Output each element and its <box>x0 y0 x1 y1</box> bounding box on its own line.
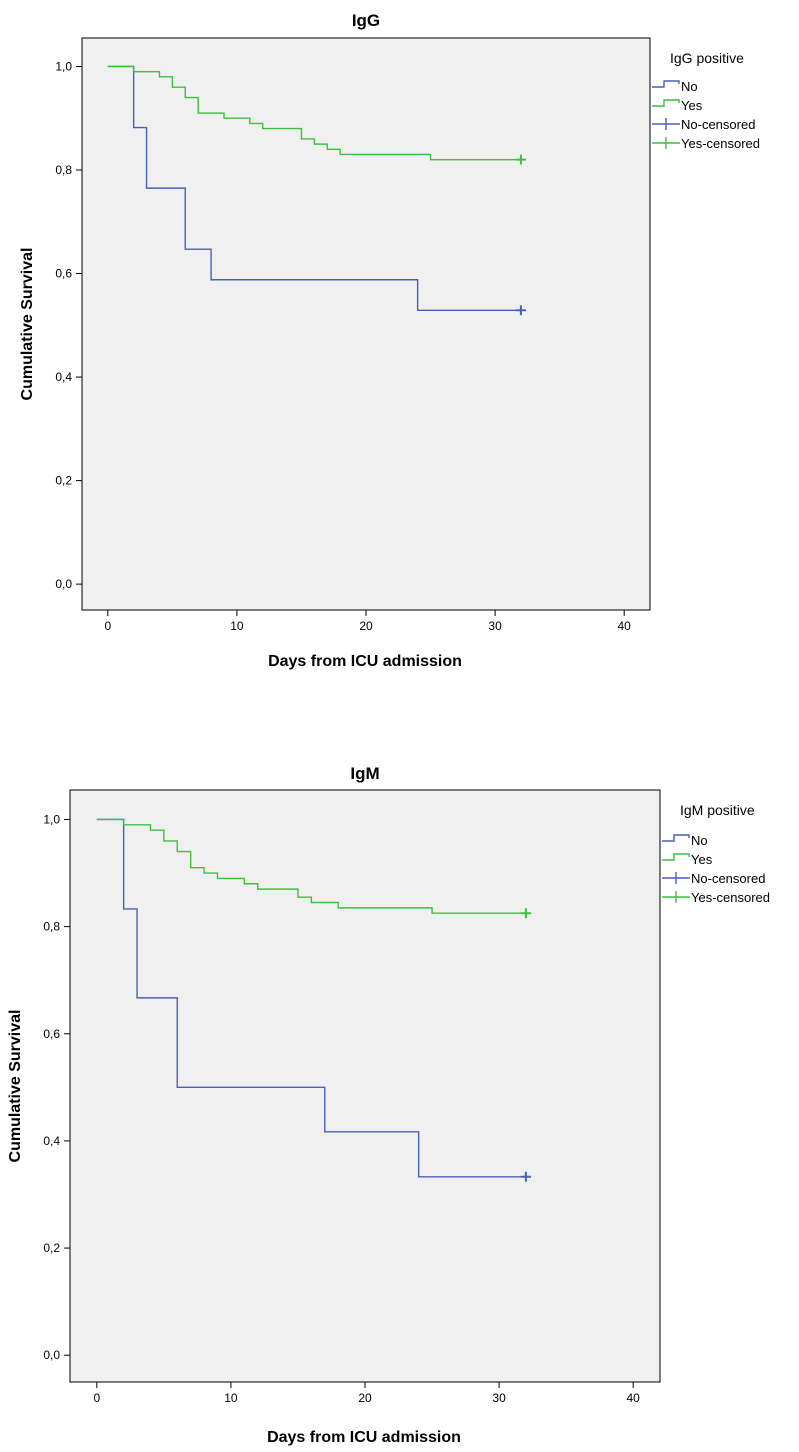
y-tick-label: 0,4 <box>55 370 72 384</box>
plot-area <box>69 789 661 1383</box>
censor-mark-no <box>515 305 526 316</box>
y-axis-title: Cumulative Survival <box>7 1010 24 1163</box>
legend-swatch-step <box>652 80 680 88</box>
legend-label: No <box>691 833 708 848</box>
series-line-yes <box>107 65 521 161</box>
legend-swatch-step <box>662 834 690 842</box>
legend-swatch-step <box>652 99 680 107</box>
x-tick-label: 20 <box>359 619 373 633</box>
x-tick-label: 10 <box>224 1391 238 1405</box>
legend-swatch-censored <box>652 118 680 130</box>
legend-swatch-censored <box>662 891 690 903</box>
legend-label: No-censored <box>691 871 765 886</box>
x-axis-title: Days from ICU admission <box>268 653 462 670</box>
y-tick-label: 0,0 <box>43 1348 60 1362</box>
legend-swatch-censored <box>662 872 690 884</box>
y-axis-title: Cumulative Survival <box>19 248 36 401</box>
x-tick-label: 0 <box>104 619 111 633</box>
legend-label: Yes <box>681 98 703 113</box>
chart-igm: IgM 0 10 20 30 40 0,0 0,2 0,4 0,6 0,8 1,0 Days from … <box>7 764 770 1446</box>
legend-label: No <box>681 79 698 94</box>
y-tick-label: 0,2 <box>43 1241 60 1255</box>
y-tick-label: 0,8 <box>43 920 60 934</box>
chart-igg: IgG 0 10 20 30 40 0,0 0,2 0,4 0,6 0,8 1,0 Days from … <box>19 11 760 670</box>
y-tick-label: 0,4 <box>43 1134 60 1148</box>
chart-title: IgG <box>352 11 380 30</box>
x-tick-label: 40 <box>627 1391 641 1405</box>
y-tick-label: 0,8 <box>55 163 72 177</box>
series-line-no <box>96 818 526 1178</box>
y-tick-label: 0,2 <box>55 474 72 488</box>
x-axis-title: Days from ICU admission <box>267 1429 461 1446</box>
series-line-no <box>107 65 521 311</box>
legend-swatch-step <box>662 853 690 861</box>
x-tick-label: 30 <box>488 619 502 633</box>
censor-mark-yes <box>515 154 526 165</box>
series-line-yes <box>96 818 526 914</box>
legend-label: Yes-censored <box>691 890 770 905</box>
y-tick-label: 0,6 <box>43 1027 60 1041</box>
legend-label: Yes <box>691 852 713 867</box>
y-tick-label: 0,0 <box>55 577 72 591</box>
censor-mark-yes <box>520 908 531 919</box>
plot-area <box>81 37 651 611</box>
legend-title: IgM positive <box>680 802 755 818</box>
y-tick-label: 0,6 <box>55 267 72 281</box>
x-tick-label: 30 <box>492 1391 506 1405</box>
chart-title: IgM <box>350 764 379 783</box>
legend-label: Yes-censored <box>681 136 760 151</box>
legend-title: IgG positive <box>670 50 744 66</box>
legend-swatch-censored <box>652 137 680 149</box>
legend-label: No-censored <box>681 117 755 132</box>
x-tick-label: 40 <box>618 619 632 633</box>
y-tick-label: 1,0 <box>43 812 60 826</box>
x-tick-label: 20 <box>358 1391 372 1405</box>
y-tick-label: 1,0 <box>55 59 72 73</box>
x-tick-label: 0 <box>93 1391 100 1405</box>
censor-mark-no <box>520 1171 531 1182</box>
x-tick-label: 10 <box>230 619 244 633</box>
